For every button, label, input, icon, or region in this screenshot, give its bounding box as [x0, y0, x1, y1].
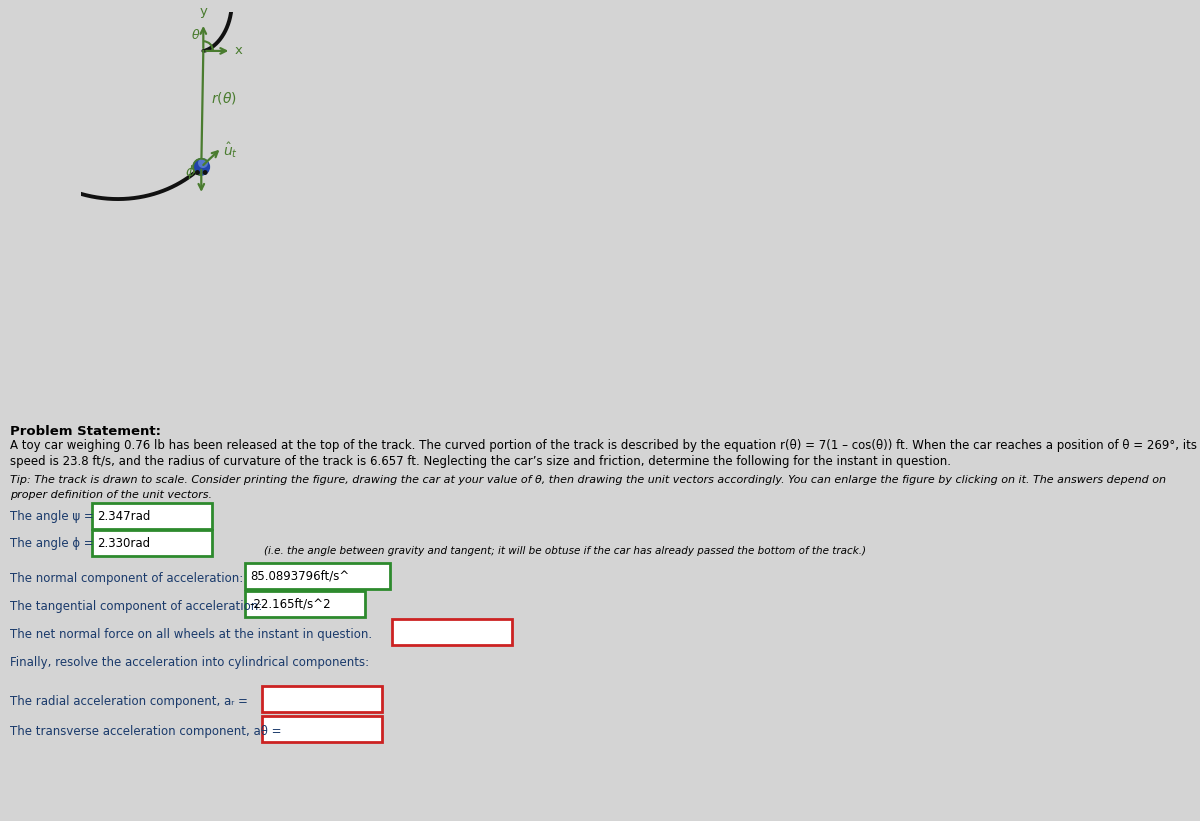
Text: $\hat{u}_t$: $\hat{u}_t$ [223, 140, 239, 160]
Text: A toy car weighing 0.76 lb has been released at the top of the track. The curved: A toy car weighing 0.76 lb has been rele… [10, 439, 1196, 452]
Text: x: x [235, 44, 242, 57]
Text: The net normal force on all wheels at the instant in question.: The net normal force on all wheels at th… [10, 628, 372, 641]
Text: The radial acceleration component, aᵣ =: The radial acceleration component, aᵣ = [10, 695, 247, 708]
Text: Finally, resolve the acceleration into cylindrical components:: Finally, resolve the acceleration into c… [10, 656, 368, 669]
Text: 2.330rad: 2.330rad [97, 536, 150, 549]
Text: Problem Statement:: Problem Statement: [10, 425, 161, 438]
Text: The tangential component of acceleration:: The tangential component of acceleration… [10, 600, 262, 613]
Text: y: y [199, 5, 208, 18]
Circle shape [199, 158, 208, 167]
Text: 2.347rad: 2.347rad [97, 510, 150, 522]
Text: -22.165ft/s^2: -22.165ft/s^2 [250, 598, 331, 611]
Text: speed is 23.8 ft/s, and the radius of curvature of the track is 6.657 ft. Neglec: speed is 23.8 ft/s, and the radius of cu… [10, 455, 950, 468]
Text: Tip: The track is drawn to scale. Consider printing the figure, drawing the car : Tip: The track is drawn to scale. Consid… [10, 475, 1165, 485]
Text: 85.0893796ft/s^: 85.0893796ft/s^ [250, 570, 349, 583]
Text: $r(\theta)$: $r(\theta)$ [211, 90, 236, 106]
Text: The angle ψ =: The angle ψ = [10, 510, 94, 523]
Text: proper definition of the unit vectors.: proper definition of the unit vectors. [10, 490, 211, 500]
Text: $\phi$: $\phi$ [185, 163, 196, 181]
Text: The angle ϕ =: The angle ϕ = [10, 537, 94, 550]
Text: $\theta$: $\theta$ [191, 28, 200, 42]
Text: The normal component of acceleration:: The normal component of acceleration: [10, 572, 242, 585]
Circle shape [193, 158, 210, 175]
Text: (i.e. the angle between gravity and tangent; it will be obtuse if the car has al: (i.e. the angle between gravity and tang… [264, 546, 866, 556]
Circle shape [204, 171, 206, 174]
Text: The transverse acceleration component, aθ =: The transverse acceleration component, a… [10, 725, 281, 738]
Circle shape [196, 171, 199, 174]
